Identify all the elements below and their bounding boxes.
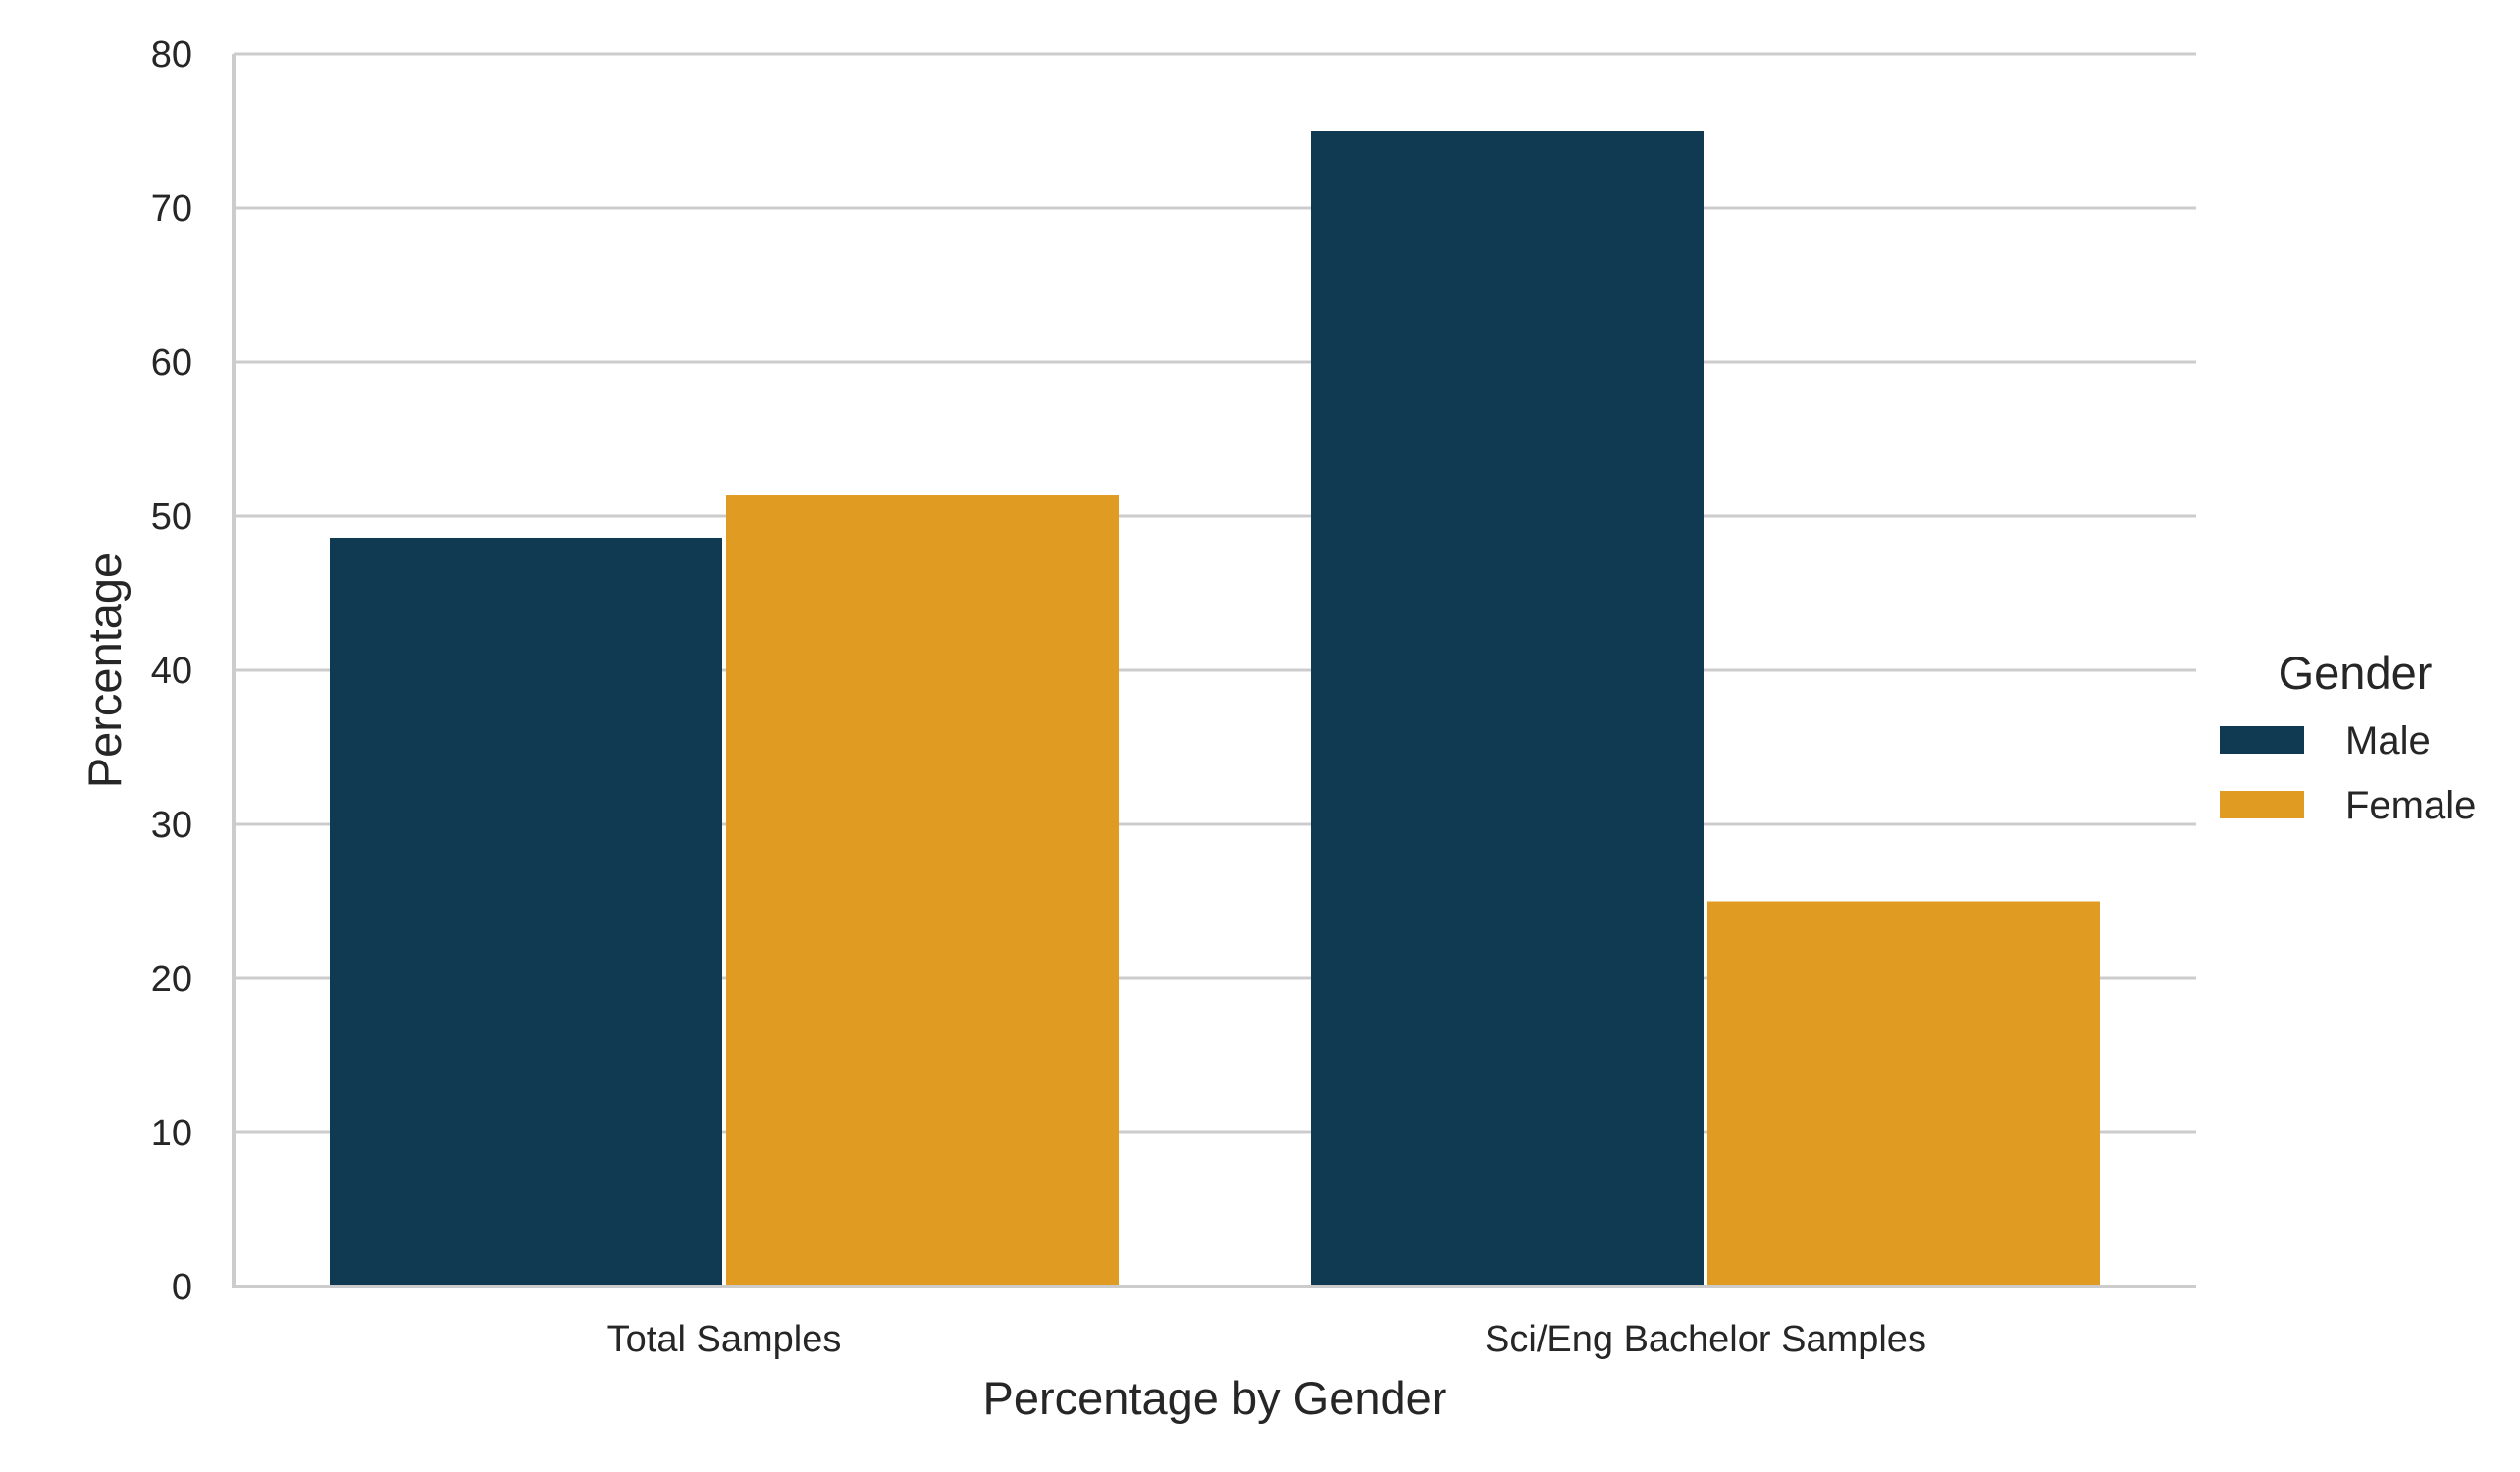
legend-swatch-female [2220, 791, 2304, 818]
legend-title: Gender [2279, 647, 2433, 699]
y-tick-label: 0 [172, 1267, 192, 1308]
y-tick-label: 40 [151, 651, 192, 692]
x-tick-label: Sci/Eng Bachelor Samples [1485, 1319, 1926, 1360]
y-tick-label: 20 [151, 959, 192, 1000]
legend-label-male: Male [2345, 719, 2431, 762]
legend-swatch-male [2220, 726, 2304, 754]
y-tick-label: 30 [151, 805, 192, 846]
bar-male-1 [1311, 131, 1704, 1287]
legend-label-female: Female [2345, 784, 2476, 827]
y-tick-label: 50 [151, 497, 192, 538]
bar-female-1 [1707, 901, 2100, 1287]
tick-labels: 0 10 20 30 40 50 60 70 80 Total Samples Sci/Eng Ba… [151, 34, 1926, 1360]
bars [330, 131, 2100, 1287]
y-tick-label: 80 [151, 34, 192, 76]
y-tick-label: 70 [151, 188, 192, 230]
x-axis-title: Percentage by Gender [983, 1372, 1447, 1424]
x-tick-label: Total Samples [607, 1319, 842, 1360]
axes [232, 54, 2196, 1288]
bar-male-0 [330, 537, 722, 1287]
legend-items: Male Female [2220, 719, 2476, 827]
legend: Gender Male Female [2220, 647, 2476, 827]
y-tick-label: 10 [151, 1113, 192, 1154]
y-tick-label: 60 [151, 342, 192, 384]
y-axis-title: Percentage [79, 552, 131, 788]
bar-female-0 [726, 495, 1119, 1287]
